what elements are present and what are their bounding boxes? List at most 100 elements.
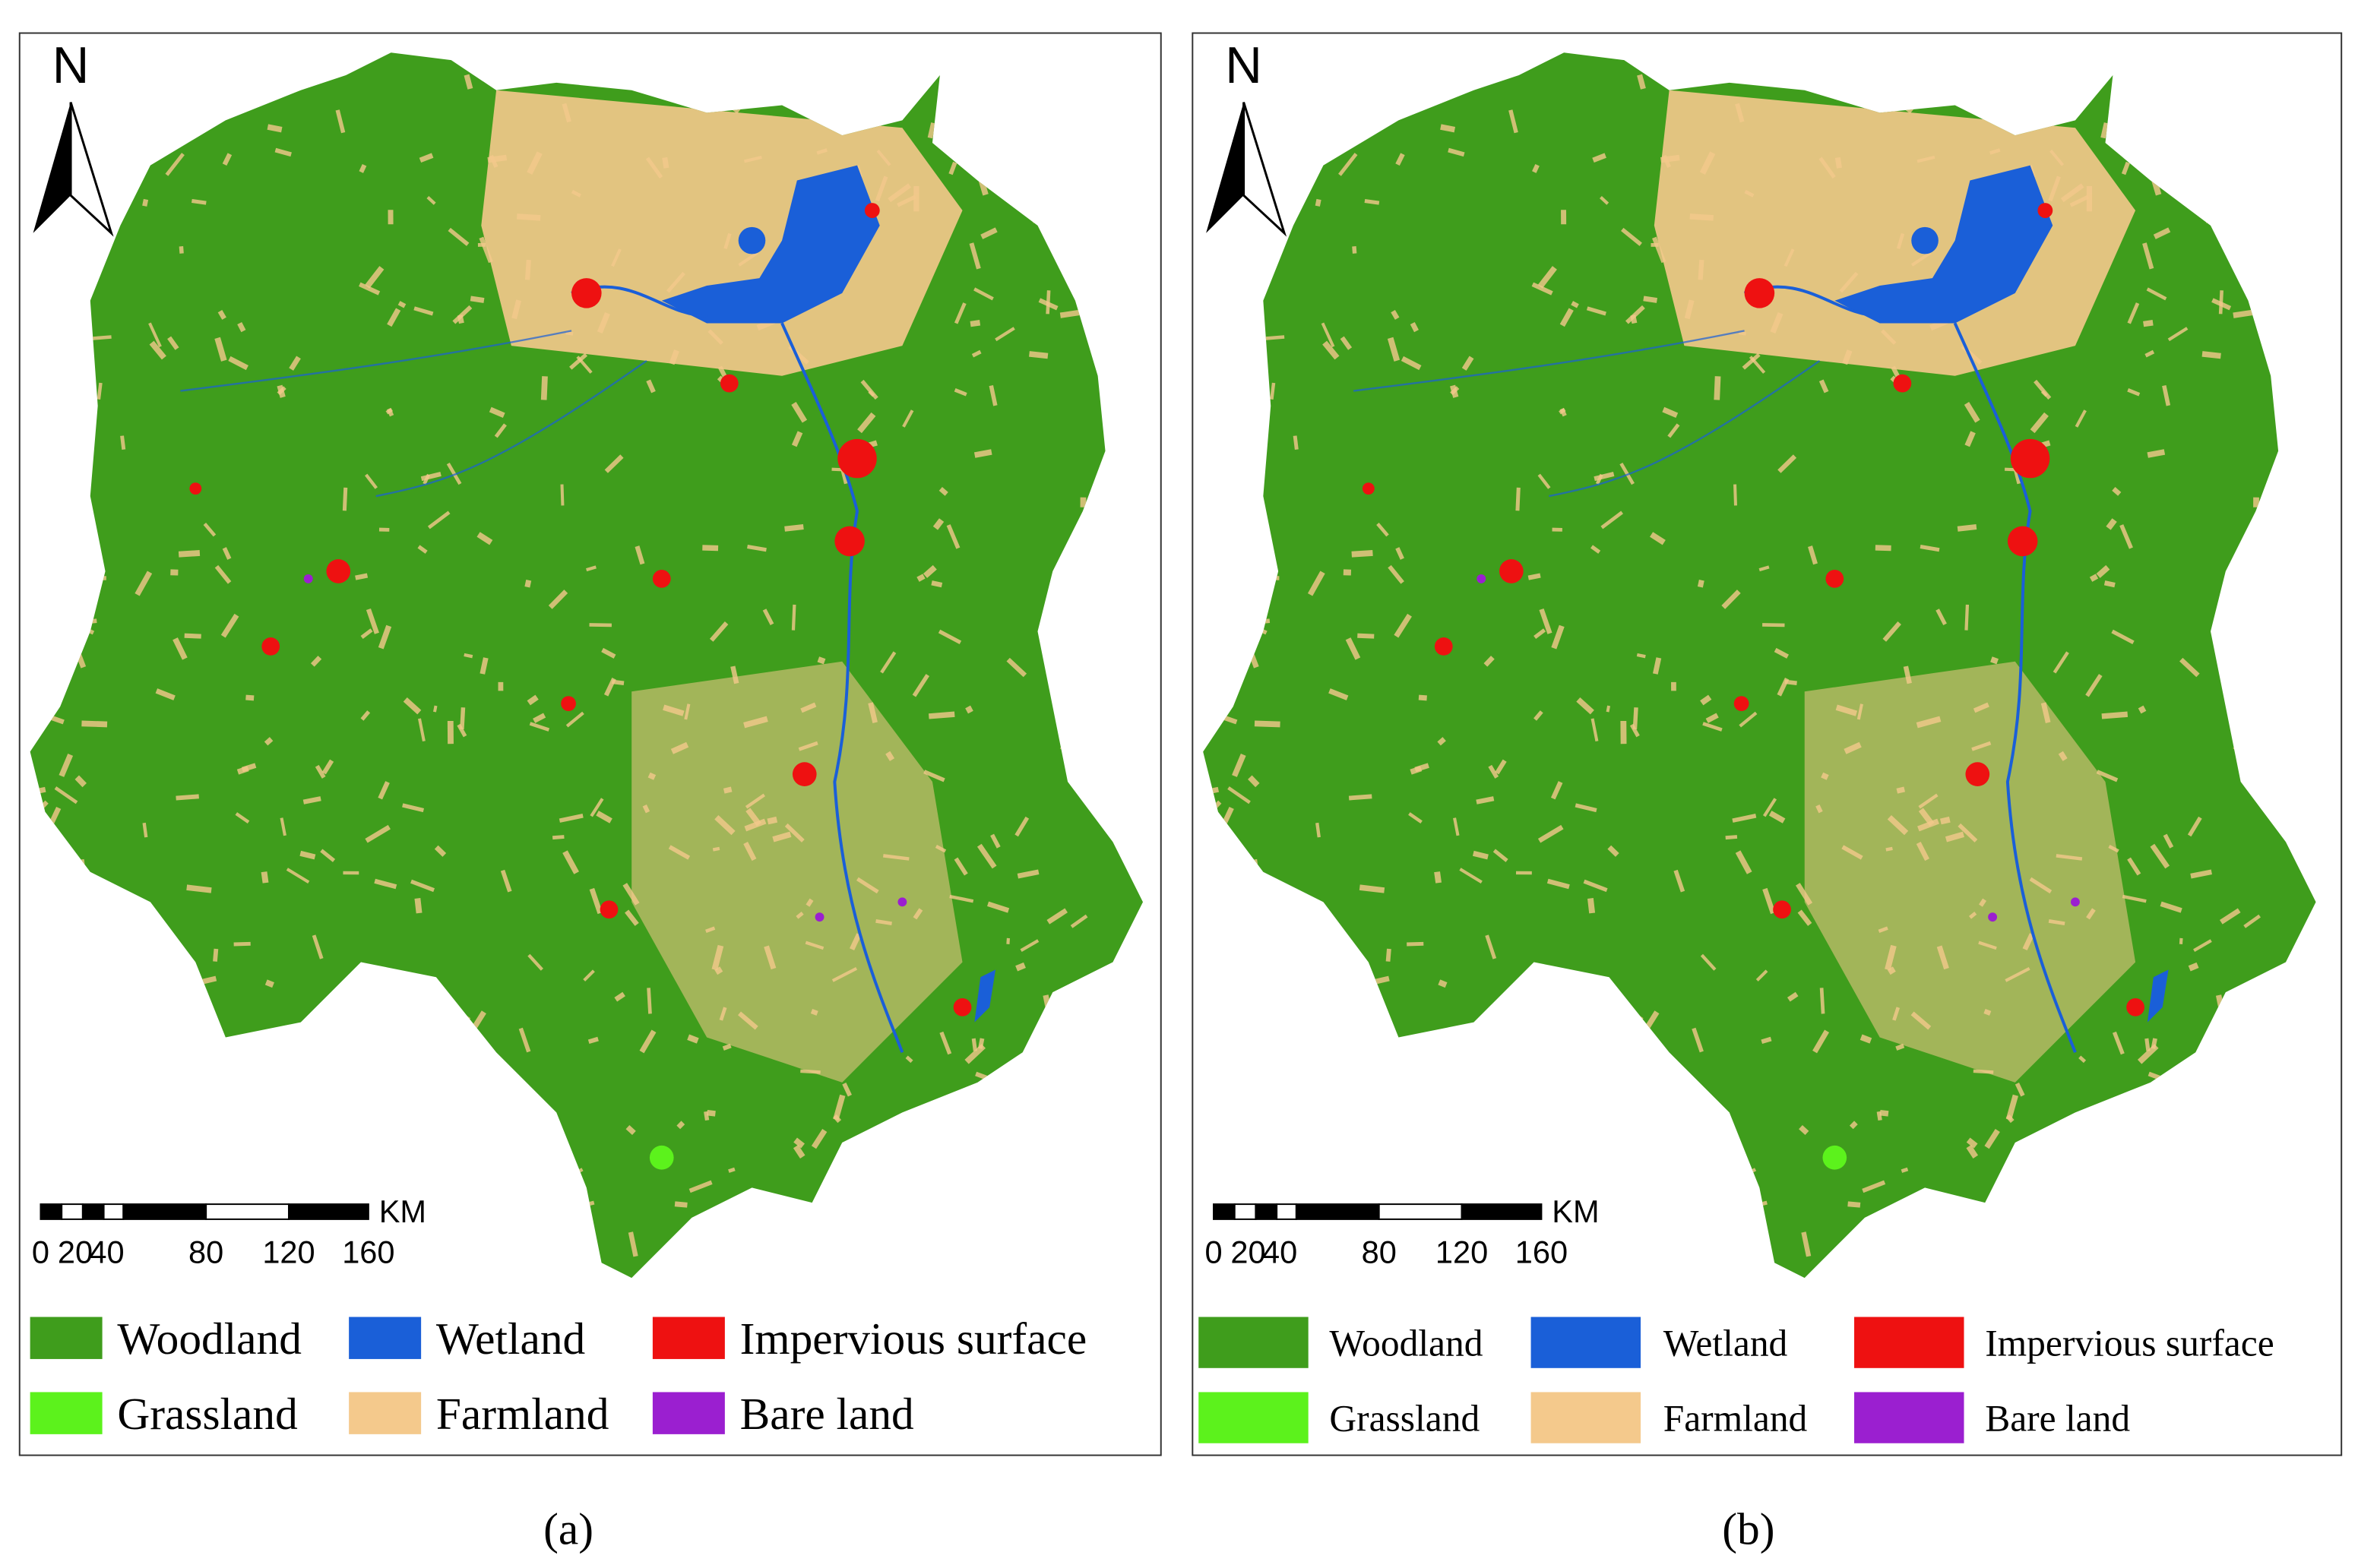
farmland-patch [1702, 722, 1723, 732]
farmland-patch [2160, 901, 2182, 913]
farmland-patch [1892, 1007, 1901, 1021]
farmland-patch [155, 688, 176, 700]
farmland-patch [74, 1069, 84, 1079]
farmland-patch [167, 336, 179, 350]
farmland-patch [2147, 449, 2166, 458]
farmland-patch [912, 674, 930, 697]
land-use-map [1203, 52, 2316, 1279]
farmland-patch [1231, 975, 1248, 993]
farmland-patch [625, 1124, 636, 1135]
farmland-patch [1261, 335, 1285, 341]
farmland-patch [994, 1084, 1006, 1101]
farmland-patch [1736, 1254, 1742, 1263]
farmland-patch [2069, 194, 2090, 207]
farmland-patch [2108, 845, 2119, 853]
farmland-patch [2236, 1117, 2258, 1133]
farmland-patch [935, 845, 947, 853]
farmland-patch [927, 122, 936, 139]
farmland-patch [831, 966, 858, 982]
farmland-patch [2034, 379, 2052, 400]
farmland-patch [1916, 716, 1942, 729]
farmland-patch [1650, 532, 1666, 545]
farmland-patch [793, 1144, 806, 1159]
farmland-patch [1537, 824, 1564, 843]
farmland-patch [2022, 933, 2035, 951]
farmland-patch [668, 845, 691, 860]
farmland-patch [946, 524, 961, 549]
farmland-patch [1364, 198, 1380, 205]
farmland-patch [1834, 156, 1842, 169]
grassland-patch [1822, 1145, 1847, 1170]
legend-swatch [1854, 1392, 1964, 1443]
legend-swatch [349, 1317, 422, 1359]
scale-bar-segment [287, 1203, 369, 1220]
farmland-patch [433, 705, 438, 713]
farmland-patch [707, 1110, 716, 1117]
farmland-patch [2015, 1083, 2025, 1097]
farmland-patch [674, 1201, 688, 1208]
farmland-patch [1015, 962, 1026, 972]
legend-swatch [1530, 1317, 1641, 1368]
farmland-patch [670, 741, 689, 754]
farmland-patch [1245, 337, 1261, 353]
farmland-patch [1030, 1086, 1046, 1108]
farmland-patch [97, 382, 103, 400]
wetland-lake [661, 165, 880, 324]
farmland-patch [2219, 908, 2241, 925]
legend-label: Bare land [740, 1389, 914, 1439]
farmland-patch [954, 388, 967, 397]
farmland-patch [1476, 796, 1495, 805]
farmland-patch [1410, 321, 1419, 333]
farmland-patch [315, 764, 326, 779]
farmland-patch [1918, 808, 1935, 827]
farmland-patch [1408, 812, 1423, 824]
farmland-patch [1801, 1231, 1812, 1257]
farmland-patch [2187, 1197, 2196, 1213]
farmland-patch [1216, 1165, 1230, 1178]
farmland-patch [980, 227, 998, 239]
farmland-patch [434, 845, 447, 857]
farmland-patch [2214, 61, 2220, 71]
farmland-patch [928, 711, 955, 719]
farmland-patch [949, 894, 974, 903]
farmland-patch [321, 759, 334, 775]
farmland-patch [2235, 1105, 2255, 1127]
farmland-patch [1376, 523, 1389, 537]
legend-label: Farmland [436, 1389, 609, 1439]
farmland-patch [413, 306, 434, 316]
wetland-lake [1834, 165, 2053, 324]
farmland-patch [817, 656, 826, 665]
farmland-patch [1550, 781, 1563, 800]
farmland-patch [1697, 580, 1704, 588]
farmland-patch [88, 335, 112, 341]
farmland-patch [1885, 944, 1897, 971]
farmland-patch [728, 1167, 736, 1173]
farmland-patch [81, 279, 96, 298]
farmland-patch [460, 707, 466, 730]
farmland-patch [217, 309, 226, 320]
farmland-patch [1253, 858, 1258, 868]
farmland-patch [133, 1127, 147, 1137]
impervious-patch [2037, 203, 2053, 218]
farmland-patch [59, 754, 74, 777]
farmland-patch [320, 849, 336, 862]
scale-bar-segment [103, 1203, 125, 1220]
farmland-patch [1797, 909, 1812, 926]
farmland-patch [274, 147, 292, 157]
farmland-patch [1227, 786, 1251, 805]
farmland-patch [135, 571, 153, 596]
farmland-patch [1742, 352, 1761, 370]
farmland-patch [365, 824, 391, 843]
farmland-patch [149, 929, 164, 950]
scale-bar-segment [1378, 1203, 1463, 1220]
farmland-patch [1459, 868, 1483, 884]
farmland-patch [806, 898, 814, 907]
farmland-patch [1453, 817, 1460, 836]
farmland-patch [1916, 155, 1935, 163]
farmland-patch [1705, 1197, 1730, 1205]
farmland-patch [355, 573, 369, 580]
farmland-patch [1625, 305, 1645, 324]
farmland-patch [2127, 388, 2141, 397]
farmland-patch [1967, 1238, 1985, 1262]
